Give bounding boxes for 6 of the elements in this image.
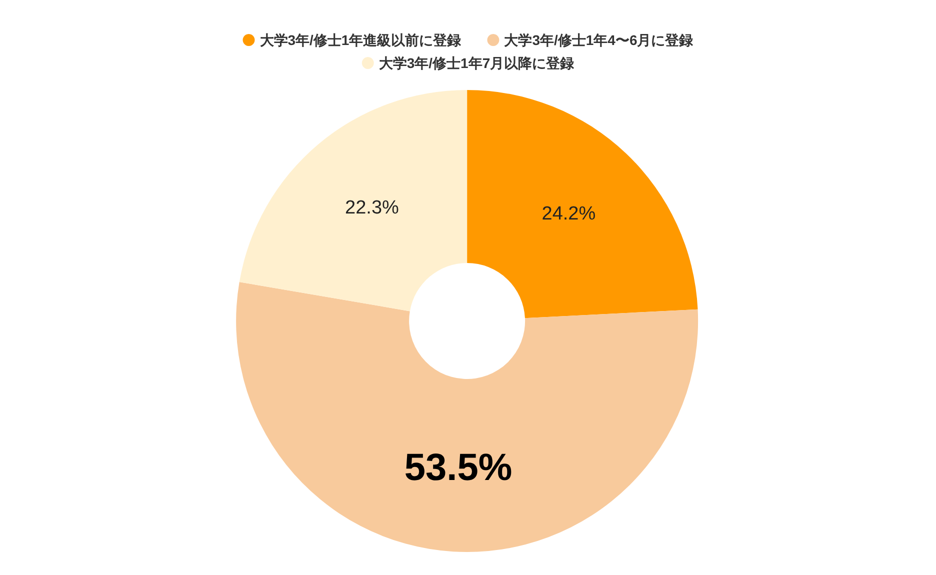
data-label: 53.5% [404,447,512,490]
legend-label: 大学3年/修士1年4〜6月に登録 [504,32,694,48]
legend-label: 大学3年/修士1年進級以前に登録 [260,32,462,48]
data-label: 22.3% [345,198,400,219]
legend-label: 大学3年/修士1年7月以降に登録 [378,55,576,71]
data-label: 24.2% [542,204,596,225]
